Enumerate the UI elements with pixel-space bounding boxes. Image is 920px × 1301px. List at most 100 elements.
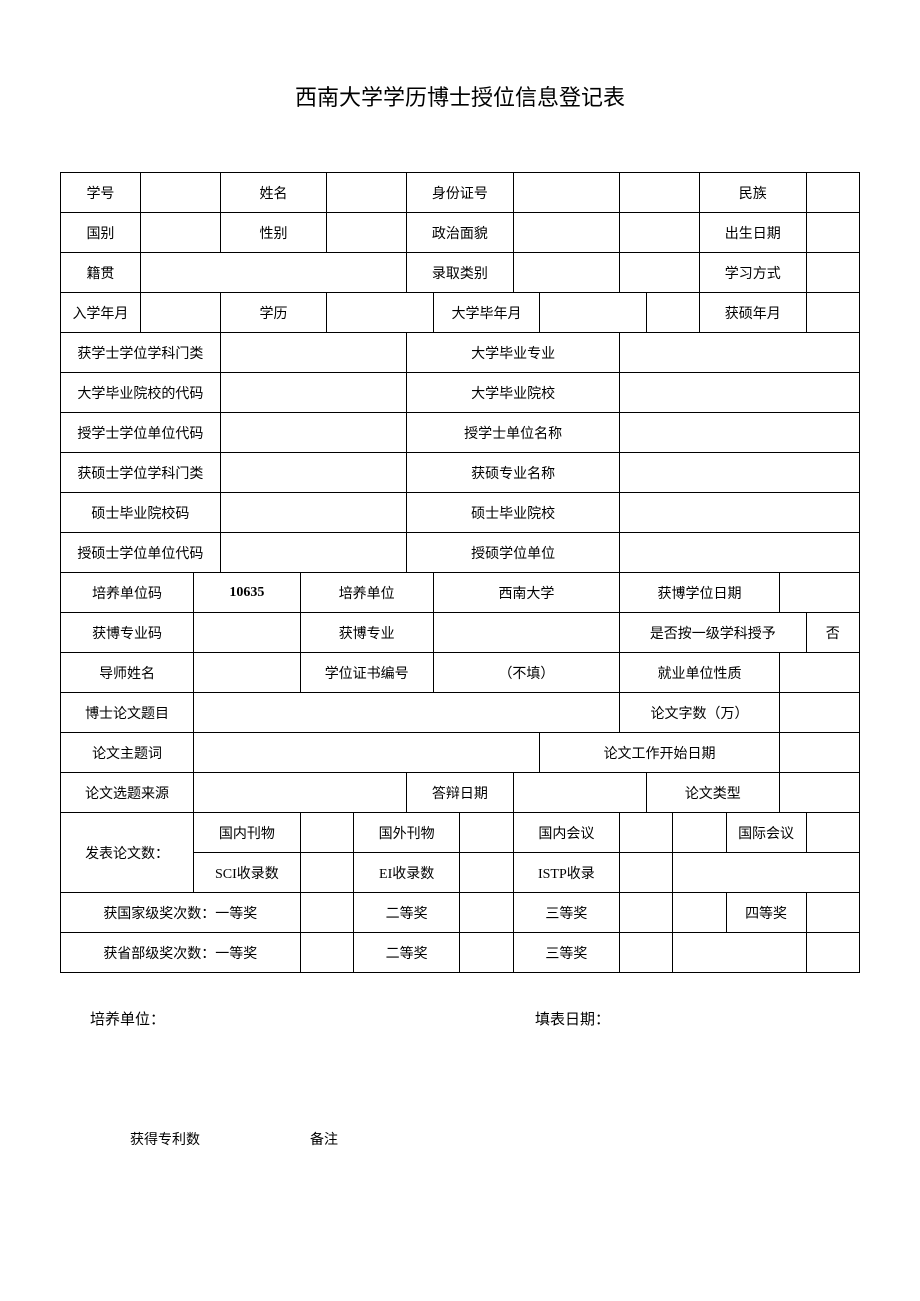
- field-daxue-zhuanye[interactable]: [620, 333, 860, 373]
- field-sci[interactable]: [300, 853, 353, 893]
- field-blank1[interactable]: [620, 173, 700, 213]
- field-guojia1[interactable]: [300, 893, 353, 933]
- field-guoji-huiyi[interactable]: [806, 813, 860, 853]
- field-shenfenzheng[interactable]: [513, 173, 620, 213]
- field-chusheng[interactable]: [806, 213, 860, 253]
- field-blank7[interactable]: [673, 893, 726, 933]
- label-erdeng1: 二等奖: [353, 893, 460, 933]
- label-shouxueshi-name: 授学士单位名称: [407, 413, 620, 453]
- field-guobie[interactable]: [140, 213, 220, 253]
- field-xingming[interactable]: [327, 173, 407, 213]
- label-guoji-huiyi: 国际会议: [726, 813, 806, 853]
- field-xueshi-menlei[interactable]: [220, 333, 406, 373]
- field-shouxueshi-name[interactable]: [620, 413, 860, 453]
- field-istp[interactable]: [620, 853, 673, 893]
- bottom-row: 获得专利数 备注: [60, 1129, 860, 1149]
- label-lunwen-timu: 博士论文题目: [61, 693, 194, 733]
- label-guowai-kanwu: 国外刊物: [353, 813, 460, 853]
- label-ruxue: 入学年月: [61, 293, 141, 333]
- field-huoshuo-zhuanye[interactable]: [620, 453, 860, 493]
- field-huobo-code[interactable]: [194, 613, 301, 653]
- label-guojia-jiang: 获国家级奖次数：一等奖: [61, 893, 301, 933]
- label-shuoshi-menlei: 获硕士学位学科门类: [61, 453, 221, 493]
- label-xuehao: 学号: [61, 173, 141, 213]
- label-sandeng1: 三等奖: [513, 893, 620, 933]
- field-shuoshi-yuanxiao[interactable]: [620, 493, 860, 533]
- label-xingbie: 性别: [220, 213, 327, 253]
- registration-table: 学号 姓名 身份证号 民族 国别 性别 政治面貌 出生日期 籍贯 录取类别 学习…: [60, 172, 860, 973]
- field-ei[interactable]: [460, 853, 513, 893]
- label-huobo-riqi: 获博学位日期: [620, 573, 780, 613]
- field-minzu[interactable]: [806, 173, 860, 213]
- field-shoushuo-danwei[interactable]: [620, 533, 860, 573]
- field-guojia4[interactable]: [806, 893, 860, 933]
- field-blank9[interactable]: [806, 933, 860, 973]
- field-shengbu1[interactable]: [300, 933, 353, 973]
- field-luqu[interactable]: [513, 253, 620, 293]
- page-title: 西南大学学历博士授位信息登记表: [60, 80, 860, 112]
- field-lunwen-zhuti[interactable]: [194, 733, 540, 773]
- field-blank2[interactable]: [620, 213, 700, 253]
- label-shoushuo-danwei: 授硕学位单位: [407, 533, 620, 573]
- field-huobo-riqi[interactable]: [779, 573, 859, 613]
- field-daxue-code[interactable]: [220, 373, 406, 413]
- field-xingbie[interactable]: [327, 213, 407, 253]
- label-guobie: 国别: [61, 213, 141, 253]
- field-blank4[interactable]: [646, 293, 699, 333]
- field-shengbu3[interactable]: [620, 933, 673, 973]
- label-zhengzhi: 政治面貌: [407, 213, 514, 253]
- field-lunwen-leixing[interactable]: [779, 773, 859, 813]
- field-lunwen-timu[interactable]: [194, 693, 620, 733]
- field-blank6[interactable]: [673, 853, 860, 893]
- field-guojia3[interactable]: [620, 893, 673, 933]
- footer: 培养单位： 填表日期：: [60, 1008, 860, 1029]
- label-xingming: 姓名: [220, 173, 327, 213]
- field-zhengzhi[interactable]: [513, 213, 620, 253]
- label-dabian-riqi: 答辩日期: [407, 773, 514, 813]
- label-shouxueshi-code: 授学士学位单位代码: [61, 413, 221, 453]
- field-shengbu2[interactable]: [460, 933, 513, 973]
- value-peiyang-danwei: 西南大学: [433, 573, 619, 613]
- label-lunwen-kaishi: 论文工作开始日期: [540, 733, 780, 773]
- field-lunwen-zishu[interactable]: [779, 693, 859, 733]
- field-blank5[interactable]: [673, 813, 726, 853]
- field-guonei-kanwu[interactable]: [300, 813, 353, 853]
- field-guojia2[interactable]: [460, 893, 513, 933]
- label-lunwen-zhuti: 论文主题词: [61, 733, 194, 773]
- field-daxuebi[interactable]: [540, 293, 647, 333]
- field-blank8[interactable]: [673, 933, 806, 973]
- label-huobo-code: 获博专业码: [61, 613, 194, 653]
- field-jiuye[interactable]: [779, 653, 859, 693]
- field-daxue-yuanxiao[interactable]: [620, 373, 860, 413]
- field-shouxueshi-code[interactable]: [220, 413, 406, 453]
- label-sideng: 四等奖: [726, 893, 806, 933]
- label-guonei-kanwu: 国内刊物: [194, 813, 301, 853]
- field-blank3[interactable]: [620, 253, 700, 293]
- field-daoshi[interactable]: [194, 653, 301, 693]
- label-chusheng: 出生日期: [700, 213, 807, 253]
- field-shuoshi-menlei[interactable]: [220, 453, 406, 493]
- label-erdeng2: 二等奖: [353, 933, 460, 973]
- label-daxuebi: 大学毕年月: [433, 293, 540, 333]
- label-shoushuo-code: 授硕士学位单位代码: [61, 533, 221, 573]
- field-guonei-huiyi[interactable]: [620, 813, 673, 853]
- field-jiguan[interactable]: [140, 253, 406, 293]
- field-xueli[interactable]: [327, 293, 434, 333]
- field-shuoshi-code[interactable]: [220, 493, 406, 533]
- field-lunwen-laiyuan[interactable]: [194, 773, 407, 813]
- label-jiguan: 籍贯: [61, 253, 141, 293]
- field-xuexi[interactable]: [806, 253, 860, 293]
- field-huobo-zhuanye[interactable]: [433, 613, 619, 653]
- field-huoshuo-ym[interactable]: [806, 293, 860, 333]
- label-jiuye: 就业单位性质: [620, 653, 780, 693]
- label-shuoshi-code: 硕士毕业院校码: [61, 493, 221, 533]
- field-dabian-riqi[interactable]: [513, 773, 646, 813]
- field-guowai-kanwu[interactable]: [460, 813, 513, 853]
- label-shenfenzheng: 身份证号: [407, 173, 514, 213]
- value-peiyang-code: 10635: [194, 573, 301, 613]
- field-ruxue[interactable]: [140, 293, 220, 333]
- field-shoushuo-code[interactable]: [220, 533, 406, 573]
- label-luqu: 录取类别: [407, 253, 514, 293]
- field-lunwen-kaishi[interactable]: [779, 733, 859, 773]
- field-xuehao[interactable]: [140, 173, 220, 213]
